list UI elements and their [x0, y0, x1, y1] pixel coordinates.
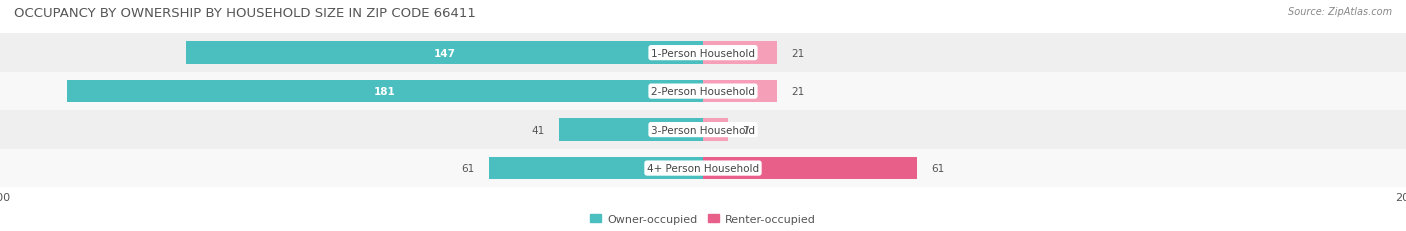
Text: Source: ZipAtlas.com: Source: ZipAtlas.com [1288, 7, 1392, 17]
Bar [703, 119, 728, 141]
Text: 21: 21 [790, 87, 804, 97]
Bar [703, 81, 778, 103]
Text: 21: 21 [790, 49, 804, 58]
Bar [186, 42, 703, 64]
Text: OCCUPANCY BY OWNERSHIP BY HOUSEHOLD SIZE IN ZIP CODE 66411: OCCUPANCY BY OWNERSHIP BY HOUSEHOLD SIZE… [14, 7, 477, 20]
Text: 61: 61 [461, 163, 475, 173]
Text: 41: 41 [531, 125, 546, 135]
Legend: Owner-occupied, Renter-occupied: Owner-occupied, Renter-occupied [591, 214, 815, 224]
Bar [560, 119, 703, 141]
Bar [0, 73, 1406, 111]
Bar [0, 149, 1406, 188]
Bar [0, 34, 1406, 73]
Text: 181: 181 [374, 87, 395, 97]
Text: 4+ Person Household: 4+ Person Household [647, 163, 759, 173]
Text: 147: 147 [433, 49, 456, 58]
Text: 7: 7 [742, 125, 748, 135]
Text: 1-Person Household: 1-Person Household [651, 49, 755, 58]
Bar [703, 42, 778, 64]
Bar [0, 111, 1406, 149]
Bar [489, 157, 703, 179]
Text: 2-Person Household: 2-Person Household [651, 87, 755, 97]
Bar [66, 81, 703, 103]
Text: 3-Person Household: 3-Person Household [651, 125, 755, 135]
Text: 61: 61 [932, 163, 945, 173]
Bar [703, 157, 917, 179]
